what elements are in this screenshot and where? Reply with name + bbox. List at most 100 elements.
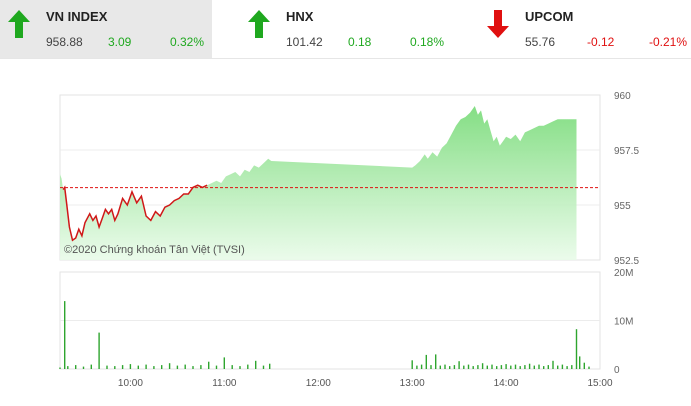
intraday-chart: 960 957.5 955 952.5 20M 10M 0 10:00 11:00 12:00… <box>0 58 691 401</box>
volume-bar <box>528 363 531 369</box>
volume-bar <box>557 365 559 369</box>
ticker-upcom[interactable]: UPCOM 55.76 -0.12 -0.21% <box>479 0 691 58</box>
volume-bar <box>176 365 179 369</box>
volume-bar <box>75 365 77 369</box>
volume-bar <box>561 364 564 369</box>
ticker-percent: 0.18% <box>410 35 445 49</box>
volume-bar <box>588 366 590 369</box>
volume-bar <box>500 365 503 369</box>
volume-bar <box>579 356 581 369</box>
index-ticker-bar: VN INDEX 958.88 3.09 0.32% HNX 101.42 0.… <box>0 0 691 59</box>
volume-bar <box>121 365 124 369</box>
volume-bar <box>90 364 92 369</box>
volume-bar <box>106 365 108 369</box>
price-axis-labels: 960 957.5 955 952.5 <box>614 91 639 267</box>
volume-gridlines <box>59 271 601 370</box>
volume-bar <box>519 366 521 369</box>
volume-bar <box>496 366 498 369</box>
price-tick-label: 957.5 <box>614 146 639 157</box>
ticker-hnx[interactable]: HNX 101.42 0.18 0.18% <box>240 0 460 58</box>
volume-bar <box>184 364 186 369</box>
price-tick-label: 952.5 <box>614 256 639 267</box>
volume-bar <box>538 364 540 369</box>
ticker-name: HNX <box>286 9 314 24</box>
volume-bar <box>416 365 418 369</box>
volume-bar <box>215 365 218 369</box>
intraday-chart-svg: 960 957.5 955 952.5 20M 10M 0 10:00 11:00 12:00… <box>59 91 639 389</box>
volume-bar <box>168 363 171 369</box>
volume-bar <box>491 364 493 369</box>
volume-bar <box>524 365 526 369</box>
volume-bar <box>425 354 427 369</box>
volume-bars <box>59 301 590 369</box>
volume-bar <box>145 364 147 369</box>
volume-bar <box>192 366 194 369</box>
time-tick-label: 10:00 <box>118 378 143 389</box>
volume-bar <box>255 360 257 369</box>
volume-bar <box>505 364 507 369</box>
volume-bar <box>583 362 585 369</box>
time-tick-label: 12:00 <box>306 378 331 389</box>
chart-watermark: ©2020 Chứng khoán Tân Việt (TVSI) <box>64 244 245 256</box>
volume-bar <box>208 361 210 369</box>
volume-bar <box>200 365 202 369</box>
volume-bar <box>262 365 265 369</box>
ticker-price: 958.88 <box>46 35 83 49</box>
time-tick-label: 14:00 <box>494 378 519 389</box>
volume-bar <box>161 365 163 369</box>
volume-bar <box>566 366 568 369</box>
ticker-change: 3.09 <box>108 35 132 49</box>
volume-bar <box>575 329 578 369</box>
volume-bar <box>467 364 470 369</box>
volume-bar <box>430 365 432 369</box>
volume-bar <box>543 366 545 369</box>
ticker-percent: 0.32% <box>170 35 205 49</box>
time-tick-label: 11:00 <box>212 378 237 389</box>
time-tick-label: 15:00 <box>587 378 612 389</box>
arrow-up-icon <box>8 10 30 38</box>
volume-bar <box>420 364 423 369</box>
volume-bar <box>571 365 573 369</box>
volume-bar <box>514 364 517 369</box>
volume-bar <box>449 366 451 369</box>
volume-bar <box>137 365 139 369</box>
ticker-vnindex[interactable]: VN INDEX 958.88 3.09 0.32% <box>0 0 212 58</box>
volume-bar <box>453 365 456 369</box>
price-line-below-reference <box>62 184 208 242</box>
volume-bar <box>477 365 479 369</box>
volume-bar <box>114 366 116 369</box>
volume-tick-label: 10M <box>614 317 633 328</box>
time-axis-labels: 10:00 11:00 12:00 13:00 14:00 15:00 <box>118 378 613 389</box>
ticker-percent: -0.21% <box>649 35 688 49</box>
price-tick-label: 955 <box>614 201 631 212</box>
volume-bar <box>533 365 535 369</box>
volume-bar <box>486 365 488 369</box>
volume-axis-labels: 20M 10M 0 <box>614 268 633 376</box>
volume-bar <box>269 363 271 369</box>
ticker-change: 0.18 <box>348 35 372 49</box>
price-tick-label: 960 <box>614 91 631 102</box>
price-area <box>60 106 577 260</box>
volume-bar <box>239 366 241 369</box>
time-tick-label: 13:00 <box>400 378 425 389</box>
volume-bar <box>223 357 225 369</box>
volume-tick-label: 0 <box>614 365 620 376</box>
volume-bar <box>67 366 69 369</box>
volume-bar <box>129 364 132 369</box>
volume-bar <box>463 365 465 369</box>
volume-bar <box>153 366 155 369</box>
volume-tick-label: 20M <box>614 268 633 279</box>
ticker-name: VN INDEX <box>46 9 108 24</box>
ticker-price: 101.42 <box>286 35 323 49</box>
volume-bar <box>59 367 61 369</box>
ticker-change: -0.12 <box>587 35 615 49</box>
volume-bar <box>472 366 474 369</box>
volume-bar <box>64 301 66 369</box>
arrow-down-icon <box>487 10 509 38</box>
volume-bar <box>98 332 100 369</box>
volume-bar <box>552 360 554 369</box>
ticker-price: 55.76 <box>525 35 556 49</box>
volume-bar <box>481 363 484 369</box>
volume-bar <box>247 364 249 369</box>
volume-bar <box>444 364 446 369</box>
